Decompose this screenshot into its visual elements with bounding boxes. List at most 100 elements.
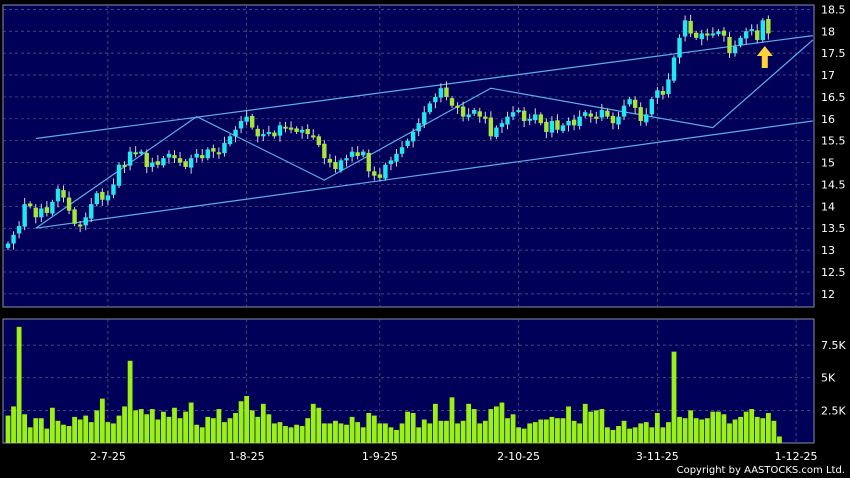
volume-bar <box>88 422 94 443</box>
candle-body <box>666 79 671 95</box>
candle-body <box>116 164 122 186</box>
volume-bar <box>460 420 466 443</box>
candle-body <box>472 110 477 114</box>
candle-body <box>766 19 771 34</box>
volume-tick-label: 7.5K <box>821 339 846 352</box>
volume-bar <box>138 409 144 443</box>
candle-body <box>72 209 77 224</box>
volume-bar <box>444 420 449 443</box>
candle-body <box>299 129 305 133</box>
volume-bar <box>482 420 488 443</box>
candle-body <box>5 243 11 248</box>
candle-body <box>583 112 588 116</box>
volume-bar <box>510 414 516 443</box>
volume-bar <box>183 411 188 443</box>
candle-body <box>338 160 344 171</box>
volume-bar <box>72 416 77 443</box>
candle-body <box>194 153 199 158</box>
candle-body <box>438 88 444 98</box>
candle-body <box>749 29 754 32</box>
candle-body <box>649 99 654 115</box>
price-panel <box>2 4 815 308</box>
candle-body <box>488 117 494 137</box>
volume-bar <box>338 423 344 443</box>
volume-bar <box>222 422 227 443</box>
volume-bar <box>605 427 610 443</box>
candle-body <box>144 152 149 167</box>
volume-bar <box>716 411 721 443</box>
volume-bar <box>216 409 222 443</box>
volume-bar <box>33 418 39 443</box>
volume-bar <box>543 419 549 443</box>
volume-bar <box>621 420 627 443</box>
candle-body <box>694 32 699 38</box>
candle-body <box>433 96 438 103</box>
volume-bar <box>693 418 699 443</box>
volume-bar <box>194 424 200 443</box>
candle-body <box>632 99 638 108</box>
volume-bar <box>704 418 710 443</box>
copyright-text: Copyright by AASTOCKS.com Ltd. <box>677 465 845 476</box>
volume-bar <box>538 419 544 443</box>
candle-body <box>449 98 455 106</box>
volume-bar <box>754 416 760 443</box>
volume-bar <box>394 429 399 443</box>
volume-bar <box>11 406 16 443</box>
price-tick-label: 13 <box>821 244 835 257</box>
volume-bar <box>22 414 28 443</box>
volume-bar <box>105 422 111 443</box>
volume-bar <box>438 420 444 443</box>
candle-body <box>655 90 660 98</box>
volume-bar <box>61 424 66 443</box>
candle-body <box>322 143 327 159</box>
candle-body <box>544 121 549 132</box>
volume-bar <box>710 411 716 443</box>
candle-body <box>560 125 566 132</box>
candle-body <box>705 33 710 36</box>
volume-bar <box>260 403 266 443</box>
volume-bar <box>294 424 299 443</box>
volume-bar <box>383 423 388 443</box>
candle-body <box>616 116 621 125</box>
candlestick-series <box>5 14 771 251</box>
candle-body <box>388 160 394 165</box>
candle-body <box>466 114 471 118</box>
candle-body <box>422 112 427 125</box>
price-tick-label: 16.5 <box>821 91 846 104</box>
volume-bar <box>344 424 349 443</box>
date-tick-label: 3-11-25 <box>636 450 679 463</box>
volume-bar <box>654 412 660 443</box>
candle-body <box>416 123 421 132</box>
candle-body <box>682 20 688 37</box>
candle-body <box>638 107 643 121</box>
price-tick-label: 12 <box>821 288 835 301</box>
volume-bar <box>765 412 771 443</box>
volume-bar <box>155 419 161 443</box>
candle-body <box>100 191 105 200</box>
volume-bar <box>593 410 599 443</box>
candle-body <box>716 31 721 35</box>
volume-bar <box>677 416 682 443</box>
volume-bar <box>599 409 605 443</box>
candle-body <box>11 234 16 244</box>
candle-body <box>166 153 172 158</box>
candle-body <box>133 152 138 155</box>
volume-bar <box>333 420 338 443</box>
volume-bar <box>477 423 483 443</box>
volume-bar <box>321 423 327 443</box>
volume-bar <box>466 403 472 443</box>
volume-bar <box>432 403 438 443</box>
upper-channel-line <box>35 35 813 140</box>
candle-body <box>44 207 50 213</box>
volume-bar <box>94 410 100 443</box>
volume-bar <box>555 418 560 443</box>
price-tick-label: 18 <box>821 25 835 38</box>
volume-bar <box>549 416 555 443</box>
candle-body <box>188 158 194 168</box>
volume-bar <box>16 326 22 443</box>
volume-bar <box>777 436 782 443</box>
price-tick-label: 12.5 <box>821 266 846 279</box>
volume-bar <box>632 427 638 443</box>
candle-body <box>172 155 177 159</box>
candle-body <box>627 99 632 105</box>
